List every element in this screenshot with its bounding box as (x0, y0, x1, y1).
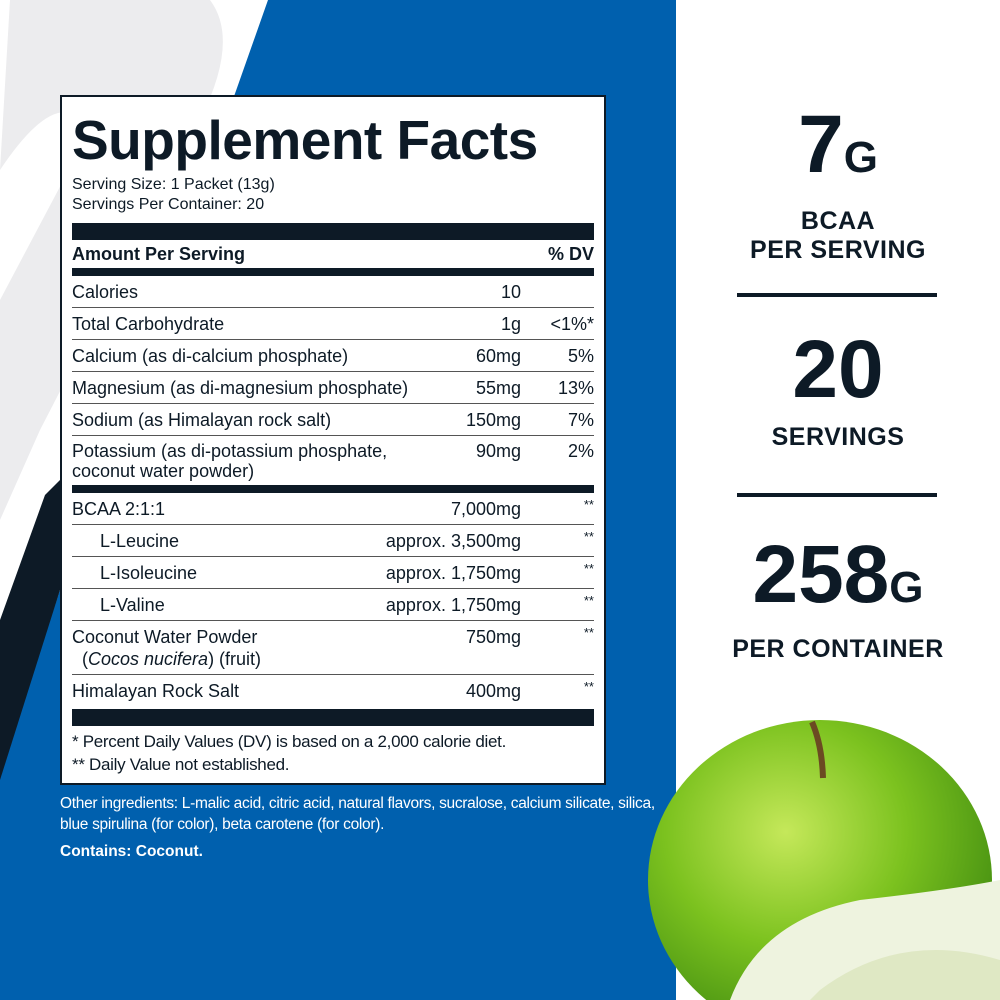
navy-stripe (0, 480, 60, 780)
serving-size: Serving Size: 1 Packet (13g) (72, 176, 275, 193)
ingredient-name: L-Valine (100, 595, 165, 615)
thick-divider (72, 709, 594, 726)
stat-container: 258G PER CONTAINER (732, 529, 944, 664)
dv-label: % DV (547, 244, 594, 264)
nutrient-dv: <1%* (550, 314, 594, 334)
ingredient-dv: ** (583, 497, 594, 512)
nutrient-dv (521, 281, 594, 303)
nutrient-row: Sodium (as Himalayan rock salt) 150mg 7% (72, 404, 594, 436)
nutrient-amount: 60mg (475, 346, 521, 366)
ingredient-amount: approx. 1,750mg (385, 563, 521, 583)
ingredient-row: BCAA 2:1:1 7,000mg ** (72, 493, 594, 525)
stat-divider (737, 493, 937, 497)
nutrient-name: Total Carbohydrate (72, 314, 225, 334)
allergen-statement: Contains: Coconut. (60, 843, 203, 860)
label-title: Supplement Facts (72, 109, 538, 171)
nutrient-name: Sodium (as Himalayan rock salt) (72, 410, 332, 430)
ingredient-name: BCAA 2:1:1 (72, 499, 166, 519)
nutrient-dv: 13% (557, 378, 594, 398)
nutrient-amount: 10 (500, 282, 521, 302)
ingredient-name: Himalayan Rock Salt (72, 681, 240, 701)
ingredient-name: Coconut Water Powder (Cocos nucifera) (f… (72, 627, 262, 669)
ingredient-row: L-Valine approx. 1,750mg ** (72, 589, 594, 621)
ingredient-row: Himalayan Rock Salt 400mg ** (72, 675, 594, 706)
supplement-facts-label: Supplement Facts Serving Size: 1 Packet … (60, 95, 606, 785)
ingredient-amount: 750mg (465, 627, 521, 647)
ingredient-row: L-Leucine approx. 3,500mg ** (72, 525, 594, 557)
medium-divider (72, 485, 594, 493)
ingredient-amount: approx. 1,750mg (385, 595, 521, 615)
ingredient-row: Coconut Water Powder (Cocos nucifera) (f… (72, 621, 594, 675)
nutrient-name: Calcium (as di-calcium phosphate) (72, 346, 349, 366)
nutrient-row: Calcium (as di-calcium phosphate) 60mg 5% (72, 340, 594, 372)
nutrient-name: Magnesium (as di-magnesium phosphate) (72, 378, 409, 398)
ingredient-name: L-Isoleucine (100, 563, 198, 583)
other-ingredients: Other ingredients: L-malic acid, citric … (60, 795, 655, 833)
stat-servings: 20 SERVINGS (771, 324, 905, 452)
nutrient-amount: 1g (500, 314, 521, 334)
amount-header: Amount Per Serving % DV (72, 240, 594, 268)
stat-bcaa: 7G BCAA PER SERVING (750, 99, 926, 265)
medium-divider (72, 268, 594, 276)
ingredient-amount: approx. 3,500mg (385, 531, 521, 551)
footnote: * Percent Daily Values (DV) is based on … (72, 732, 507, 774)
nutrient-amount: 150mg (465, 410, 521, 430)
nutrient-row: Total Carbohydrate 1g <1%* (72, 308, 594, 340)
nutrient-row: Calories 10 (72, 276, 594, 308)
ingredient-row: L-Isoleucine approx. 1,750mg ** (72, 557, 594, 589)
apple-image (648, 720, 1000, 1000)
below-label-text: Other ingredients: L-malic acid, citric … (60, 793, 672, 861)
servings-per-container: Servings Per Container: 20 (72, 196, 265, 213)
nutrient-row: Magnesium (as di-magnesium phosphate) 55m… (72, 372, 594, 404)
nutrient-dv: 5% (567, 346, 594, 366)
stat-divider (737, 293, 937, 297)
nutrient-amount: 90mg (475, 441, 521, 461)
thick-divider (72, 223, 594, 240)
amount-per-serving-label: Amount Per Serving (72, 244, 246, 264)
nutrient-dv: 2% (567, 441, 594, 461)
ingredient-dv: ** (583, 625, 594, 640)
nutrient-amount: 55mg (475, 378, 521, 398)
nutrient-name: Calories (72, 282, 139, 302)
nutrient-dv: 7% (567, 410, 594, 430)
nutrient-row: Potassium (as di-potassium phosphate, coc… (72, 436, 594, 485)
ingredient-dv: ** (583, 529, 594, 544)
ingredient-dv: ** (583, 561, 594, 576)
ingredient-amount: 400mg (465, 681, 521, 701)
ingredient-amount: 7,000mg (450, 499, 521, 519)
nutrient-name: Potassium (as di-potassium phosphate, coc… (72, 441, 388, 481)
ingredient-dv: ** (583, 679, 594, 694)
ingredient-dv: ** (583, 593, 594, 608)
ingredient-name: L-Leucine (100, 531, 180, 551)
